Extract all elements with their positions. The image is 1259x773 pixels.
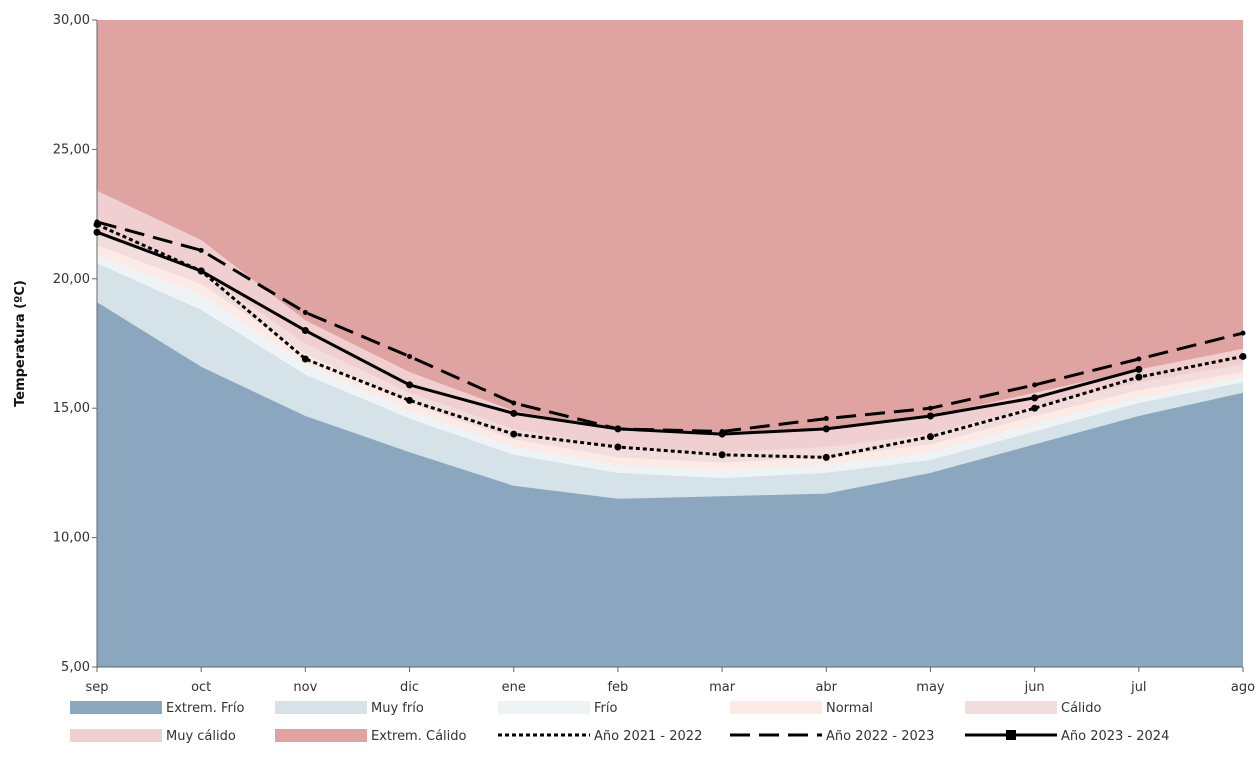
y-tick-label: 25,00: [53, 142, 90, 157]
series-point: [1032, 382, 1038, 388]
y-tick-label: 15,00: [53, 401, 90, 416]
series-point: [927, 405, 933, 411]
series-point: [1135, 365, 1143, 373]
series-point: [1136, 356, 1142, 362]
x-tick-label: feb: [607, 680, 628, 695]
series-line-ano-2021-2022: [96, 223, 1244, 459]
y-tick-label: 5,00: [61, 660, 90, 675]
series-point: [823, 416, 829, 422]
legend-item-muy-calido-swatch: [70, 729, 162, 742]
legend-item-extrem-calido-label: Extrem. Cálido: [371, 729, 467, 744]
series-point: [198, 247, 204, 253]
x-tick-label: may: [916, 680, 945, 695]
x-tick-label: nov: [293, 680, 317, 695]
series-point: [511, 400, 517, 406]
x-tick-label: dic: [400, 680, 419, 695]
legend-item-muy-frio-label: Muy frío: [371, 701, 424, 716]
x-tick-label: sep: [85, 680, 108, 695]
series-point: [406, 396, 414, 404]
series-point: [301, 327, 309, 335]
x-tick-label: ene: [502, 680, 526, 695]
series-point: [510, 409, 518, 417]
band-areas: [97, 20, 1243, 668]
series-lines: [93, 219, 1247, 461]
legend: Extrem. Frío Muy frío Frío Normal Cálido Muy …: [70, 701, 1169, 744]
series-point: [614, 443, 622, 451]
series-point: [406, 381, 414, 389]
series-point: [614, 425, 622, 433]
series-point: [1239, 352, 1247, 360]
series-point: [822, 453, 830, 461]
legend-item-ano-2023-2024-marker: [1006, 730, 1016, 740]
legend-item-extrem-frio-label: Extrem. Frío: [166, 701, 244, 716]
series-point: [1240, 330, 1246, 336]
legend-item-normal-swatch: [730, 701, 822, 714]
series-point: [1135, 373, 1143, 381]
legend-item-ano-2021-2022-label: Año 2021 - 2022: [594, 729, 702, 744]
legend-item-ano-2022-2023-label: Año 2022 - 2023: [826, 729, 934, 744]
axes: 5,00 10,00 15,00 20,00 25,00 30,00 sep oct nov di…: [13, 13, 1255, 695]
x-tick-label: ago: [1231, 680, 1255, 695]
legend-item-muy-calido-label: Muy cálido: [166, 729, 236, 744]
series-point: [301, 355, 309, 363]
y-tick-label: 30,00: [53, 13, 90, 28]
series-point: [718, 451, 726, 459]
series-point: [407, 353, 413, 359]
legend-item-muy-frio-swatch: [275, 701, 367, 714]
y-tick-label: 10,00: [53, 531, 90, 546]
x-tick-label: jun: [1024, 680, 1045, 695]
legend-item-extrem-calido-swatch: [275, 729, 367, 742]
series-point: [93, 228, 101, 236]
series-point: [510, 430, 518, 438]
x-tick-label: jul: [1130, 680, 1146, 695]
series-point: [822, 425, 830, 433]
legend-item-calido-label: Cálido: [1061, 701, 1102, 716]
series-point: [94, 219, 100, 225]
legend-item-frio-label: Frío: [594, 701, 617, 716]
series-point: [1031, 404, 1039, 412]
legend-item-extrem-frio-swatch: [70, 701, 162, 714]
series-point: [718, 430, 726, 438]
legend-item-normal-label: Normal: [826, 701, 873, 716]
x-tick-label: abr: [815, 680, 837, 695]
legend-item-frio-swatch: [498, 701, 590, 714]
series-point: [1031, 394, 1039, 402]
series-point: [302, 309, 308, 315]
band-extrem-frio: [97, 302, 1243, 667]
series-point: [197, 267, 205, 275]
series-point: [926, 433, 934, 441]
y-tick-label: 20,00: [53, 272, 90, 287]
series-point: [926, 412, 934, 420]
legend-item-calido-swatch: [965, 701, 1057, 714]
x-tick-label: oct: [191, 680, 211, 695]
x-tick-label: mar: [709, 680, 736, 695]
y-axis-title: Temperatura (ºC): [13, 280, 28, 407]
legend-item-ano-2023-2024-label: Año 2023 - 2024: [1061, 729, 1169, 744]
